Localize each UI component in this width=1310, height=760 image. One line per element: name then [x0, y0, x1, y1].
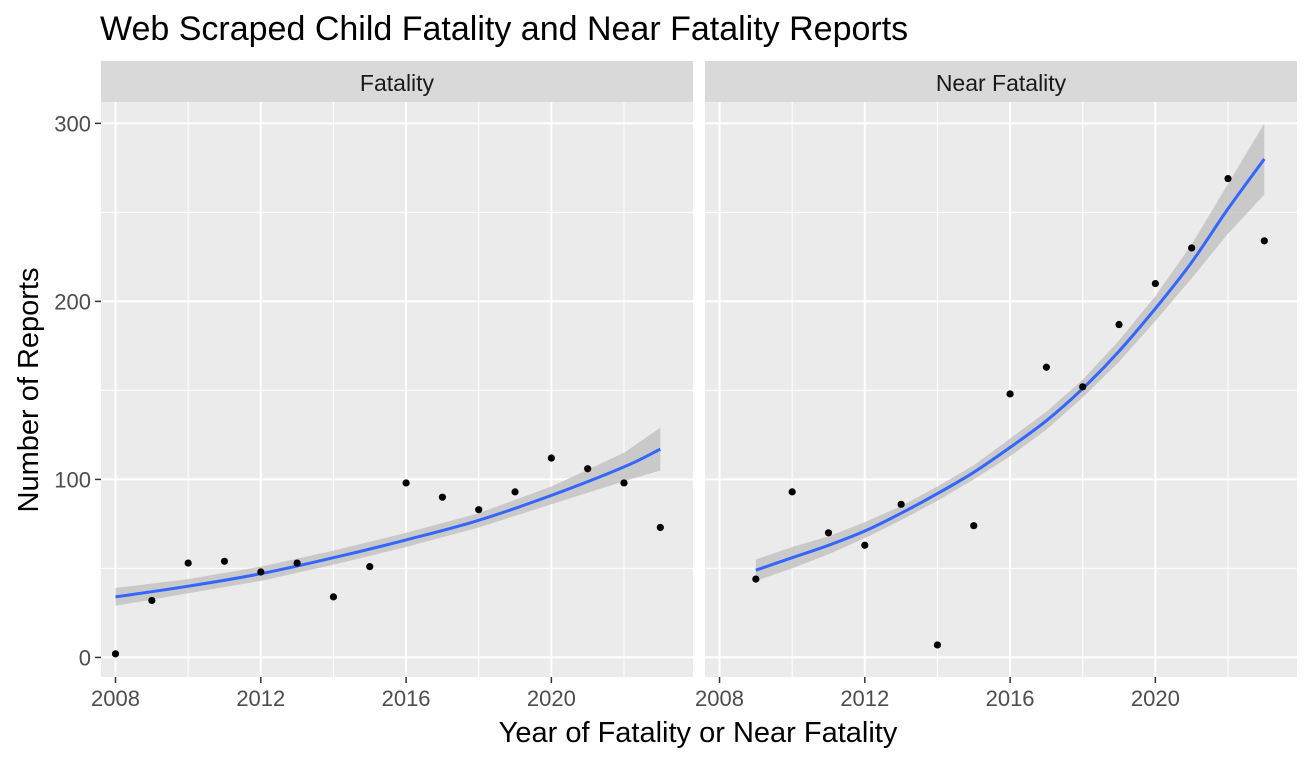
- x-tick-label: 2012: [840, 686, 889, 711]
- data-point: [148, 596, 156, 605]
- data-point: [933, 641, 942, 649]
- x-axis-title: Year of Fatality or Near Fatality: [499, 717, 898, 749]
- x-tick-label: 2008: [695, 686, 744, 711]
- data-point: [511, 488, 519, 496]
- facet-strip-near-fatality: [705, 61, 1297, 102]
- data-point: [184, 559, 192, 567]
- y-tick-label: 100: [54, 467, 91, 492]
- data-point: [438, 493, 446, 501]
- smooth-trend-line: [115, 447, 661, 599]
- data-point: [257, 568, 265, 576]
- x-tick-label: 2016: [986, 686, 1035, 711]
- facet-panels: Fatality 2008 2012 2016 2020 0 100 200 300 Near F…: [54, 61, 1297, 711]
- data-point: [1188, 244, 1196, 252]
- data-point: [656, 523, 664, 532]
- data-point: [329, 593, 338, 601]
- x-tick-label: 2020: [1131, 686, 1180, 711]
- data-point: [788, 488, 796, 496]
- y-axis-title: Number of Reports: [13, 268, 45, 513]
- x-tick-label: 2008: [91, 686, 140, 711]
- data-point: [547, 454, 555, 462]
- data-point: [1224, 174, 1232, 183]
- panel-fatality: Fatality 2008 2012 2016 2020 0 100 200 300: [54, 61, 693, 711]
- data-point: [1006, 390, 1014, 398]
- data-point: [220, 557, 229, 565]
- data-point: [1115, 320, 1123, 329]
- data-point: [584, 465, 592, 473]
- data-point: [970, 522, 978, 530]
- data-point: [1042, 363, 1050, 371]
- x-tick-label: 2020: [527, 686, 576, 711]
- y-tick-label: 300: [54, 111, 91, 136]
- data-point: [475, 506, 483, 514]
- y-tick-label: 200: [54, 289, 91, 314]
- facet-strip-fatality: [101, 61, 693, 102]
- data-point: [620, 479, 628, 487]
- data-point: [293, 559, 301, 567]
- smooth-trend-line: [755, 158, 1266, 572]
- data-point: [752, 575, 760, 583]
- chart-title: Web Scraped Child Fatality and Near Fata…: [100, 10, 908, 48]
- panel-background: [705, 102, 1297, 677]
- y-tick-label: 0: [79, 645, 91, 670]
- panel-near-fatality: Near Fatality 2008 2012 2016 2020: [695, 61, 1297, 711]
- data-point: [402, 479, 410, 487]
- data-point: [366, 563, 374, 571]
- data-point: [1260, 237, 1268, 245]
- data-point: [1079, 383, 1087, 391]
- data-point: [1151, 279, 1159, 288]
- data-point: [824, 529, 833, 537]
- data-point: [897, 500, 905, 508]
- x-tick-label: 2016: [382, 686, 431, 711]
- facet-label-near-fatality: Near Fatality: [936, 70, 1067, 96]
- data-point: [111, 650, 120, 658]
- x-tick-label: 2012: [236, 686, 285, 711]
- facet-label-fatality: Fatality: [360, 70, 435, 96]
- data-point: [861, 541, 869, 549]
